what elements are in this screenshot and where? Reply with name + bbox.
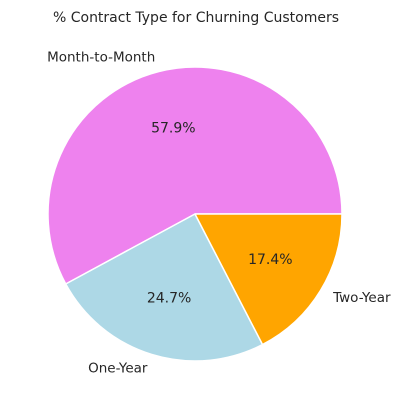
chart-title: % Contract Type for Churning Customers bbox=[53, 10, 339, 26]
pie-value-label-two-year: 17.4% bbox=[248, 252, 292, 268]
pie-value-label-one-year: 24.7% bbox=[147, 290, 191, 306]
pie-slices bbox=[47, 66, 343, 362]
pie-category-label-two-year: Two-Year bbox=[332, 290, 391, 306]
pie-slice-month-to-month bbox=[47, 66, 343, 285]
pie-slice-two-year bbox=[194, 213, 343, 346]
pie-category-label-month-to-month: Month-to-Month bbox=[47, 49, 155, 65]
pie-labels: 57.9% Month-to-Month 24.7% One-Year 17.4% Two… bbox=[47, 49, 391, 376]
pie-category-label-one-year: One-Year bbox=[88, 361, 148, 377]
pie-value-label-month-to-month: 57.9% bbox=[151, 121, 195, 137]
